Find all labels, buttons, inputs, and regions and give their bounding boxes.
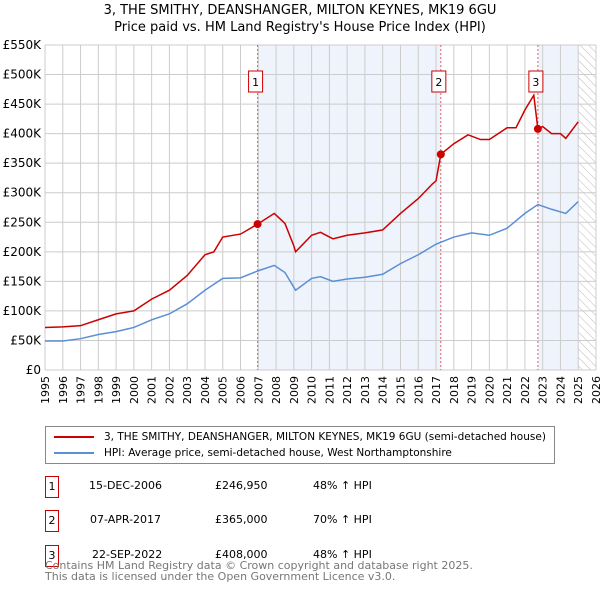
- sale-marker: 2: [45, 510, 59, 532]
- future-hatch: [578, 45, 596, 370]
- sale-label-box: [528, 70, 544, 93]
- x-tick-label: 2005: [217, 376, 230, 404]
- x-tick-label: 2000: [128, 376, 141, 404]
- y-tick-label: £150K: [3, 274, 43, 288]
- y-tick-label: £250K: [3, 215, 43, 229]
- sale-price: £365,000: [215, 513, 268, 526]
- x-tick-label: 2007: [252, 376, 265, 404]
- x-tick-label: 2022: [519, 376, 532, 404]
- y-tick-label: £400K: [3, 127, 43, 141]
- legend-label-property: 3, THE SMITHY, DEANSHANGER, MILTON KEYNE…: [104, 431, 546, 443]
- sale-date: 07-APR-2017: [90, 513, 162, 526]
- y-tick-label: £350K: [3, 156, 43, 170]
- x-tick-label: 2020: [483, 376, 496, 404]
- x-tick-label: 2015: [394, 376, 407, 404]
- legend-label-hpi: HPI: Average price, semi-detached house,…: [104, 447, 452, 459]
- y-tick-label: £0: [26, 363, 41, 377]
- x-tick-label: 2001: [146, 376, 159, 404]
- sale-label-box: [248, 70, 264, 93]
- legend-swatch-hpi: [54, 452, 94, 454]
- footer-copyright: Contains HM Land Registry data © Crown c…: [45, 559, 473, 572]
- x-tick-label: 1995: [39, 376, 52, 404]
- y-tick-label: £450K: [3, 97, 43, 111]
- chart-title: 3, THE SMITHY, DEANSHANGER, MILTON KEYNE…: [103, 3, 497, 18]
- x-tick-label: 2024: [554, 376, 567, 404]
- x-tick-label: 1996: [57, 376, 70, 404]
- sale-hpi: 70% ↑ HPI: [313, 513, 372, 526]
- x-tick-label: 2010: [306, 376, 319, 404]
- x-tick-label: 2012: [341, 376, 354, 404]
- y-tick-label: £300K: [3, 186, 43, 200]
- sale-point: [436, 150, 445, 159]
- x-tick-label: 2019: [466, 376, 479, 404]
- x-tick-label: 2023: [537, 376, 550, 404]
- sale-price: £408,000: [215, 548, 268, 561]
- y-tick-label: £500K: [3, 68, 43, 82]
- legend: 3, THE SMITHY, DEANSHANGER, MILTON KEYNE…: [45, 426, 555, 464]
- sale-hpi: 48% ↑ HPI: [313, 548, 372, 561]
- x-tick-label: 2008: [270, 376, 283, 404]
- legend-swatch-property: [54, 436, 94, 438]
- hpi-line: [45, 201, 579, 342]
- sale-date: 22-SEP-2022: [92, 548, 163, 561]
- x-tick-label: 2003: [181, 376, 194, 404]
- sale-point: [533, 124, 542, 133]
- x-tick-label: 1998: [92, 376, 105, 404]
- footer-licence: This data is licensed under the Open Gov…: [45, 570, 396, 583]
- price-chart: 1995 1996 1997 1998 1999 2000 2001 2002 2003 2004…: [3, 38, 600, 404]
- x-tick-label: 2013: [359, 376, 372, 404]
- sale-label: 2: [435, 76, 442, 89]
- y-tick-label: £50K: [10, 333, 42, 347]
- y-tick-label: £200K: [3, 245, 43, 259]
- sale-price: £246,950: [215, 479, 268, 492]
- x-tick-label: 2025: [572, 376, 585, 404]
- x-tick-label: 2026: [590, 376, 600, 404]
- sale-hpi: 48% ↑ HPI: [313, 479, 372, 492]
- sale-marker: 3: [45, 545, 59, 567]
- y-tick-label: £550K: [3, 38, 43, 52]
- y-tick-label: £100K: [3, 304, 43, 318]
- x-tick-label: 1997: [75, 376, 88, 404]
- sale-date: 15-DEC-2006: [89, 479, 163, 492]
- sale-label-box: [431, 70, 447, 93]
- sale-label: 3: [532, 76, 539, 89]
- x-tick-label: 2006: [235, 376, 248, 404]
- x-tick-label: 1999: [110, 376, 123, 404]
- footer: Contains HM Land Registry data © Crown c…: [45, 560, 473, 582]
- shaded-period: [257, 45, 441, 370]
- x-tick-label: 2021: [501, 376, 514, 404]
- x-tick-label: 2018: [448, 376, 461, 404]
- x-tick-label: 2004: [199, 376, 212, 404]
- x-tick-label: 2016: [412, 376, 425, 404]
- property-price-line: [44, 92, 579, 329]
- x-tick-label: 2014: [377, 376, 390, 404]
- x-tick-label: 2017: [430, 376, 443, 404]
- sale-marker: 1: [45, 476, 59, 498]
- x-tick-label: 2011: [323, 376, 336, 404]
- sale-label: 1: [252, 76, 259, 89]
- sale-point: [253, 220, 262, 229]
- x-tick-label: 2009: [288, 376, 301, 404]
- x-tick-label: 2002: [163, 376, 176, 404]
- chart-subtitle: Price paid vs. HM Land Registry's House …: [114, 20, 486, 35]
